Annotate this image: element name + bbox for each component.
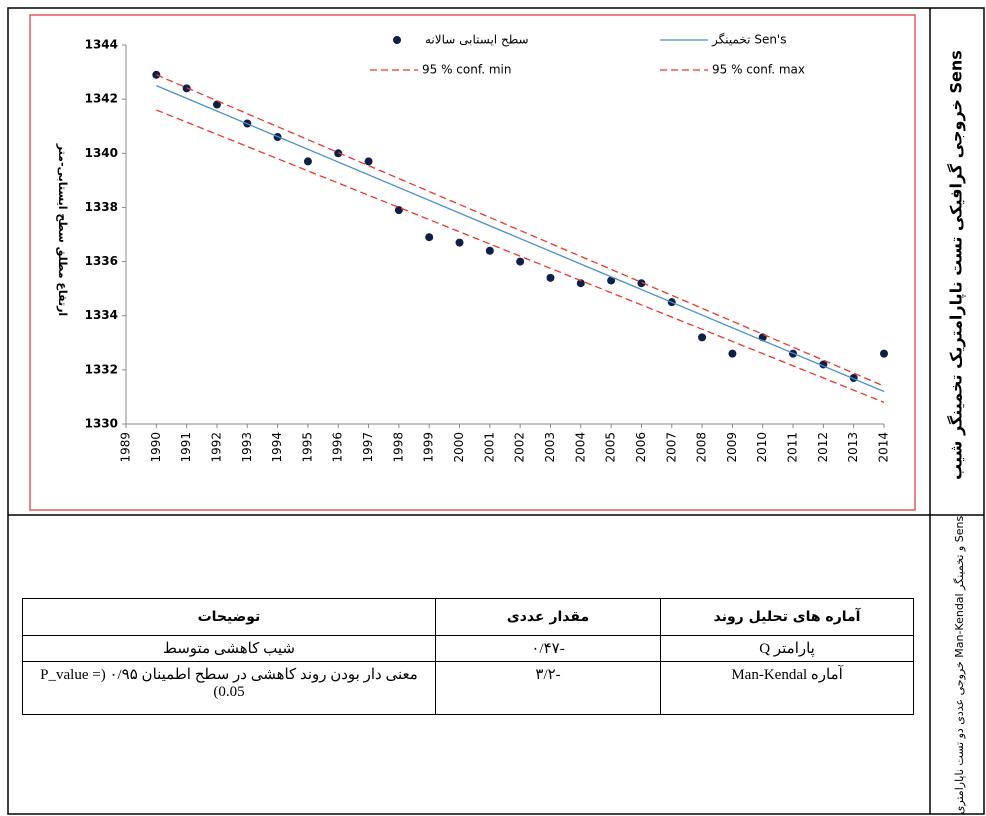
x-tick-label: 2002 <box>513 432 527 463</box>
x-tick-label: 2012 <box>816 432 830 463</box>
y-tick-label: 1336 <box>85 254 118 268</box>
trend-line <box>156 109 885 403</box>
x-tick-label: 2014 <box>877 432 891 463</box>
side-label: خروجی عددی دو تست ناپارامتری Man-Kendal … <box>953 516 966 815</box>
x-tick-label: 2006 <box>634 432 648 463</box>
data-point <box>425 233 434 242</box>
x-tick-label: 2013 <box>846 432 860 463</box>
data-point <box>576 279 585 288</box>
x-tick-label: 2003 <box>543 432 557 463</box>
data-point <box>880 349 888 358</box>
x-tick-label: 1998 <box>391 432 405 463</box>
x-tick-label: 1994 <box>270 432 284 463</box>
data-point <box>607 276 616 285</box>
trend-line <box>156 74 885 387</box>
legend-label: تخمینگر Sen's <box>711 33 787 48</box>
table-row: پارامتر Q -۰/۴۷ شیب کاهشی متوسط <box>22 635 914 662</box>
trend-line <box>156 85 885 393</box>
header-cell: مقدار عددی <box>434 598 662 636</box>
data-point <box>516 257 525 266</box>
y-tick-label: 1338 <box>85 200 118 214</box>
data-point <box>485 246 494 255</box>
y-tick-label: 1340 <box>85 146 118 160</box>
x-tick-label: 2005 <box>604 432 618 463</box>
legend-marker <box>393 36 401 44</box>
x-tick-label: 2011 <box>786 432 800 463</box>
header-row: آماره های تحلیل روند مقدار عددی توضیحات <box>22 598 914 636</box>
x-tick-label: 2008 <box>695 432 709 463</box>
stats-table: آماره های تحلیل روند مقدار عددی توضیحات پار… <box>22 598 914 715</box>
table-cell: پارامتر Q <box>660 635 914 662</box>
x-tick-label: 1992 <box>209 432 223 463</box>
x-tick-label: 1989 <box>119 432 133 463</box>
x-tick-label: 1991 <box>179 432 193 463</box>
table-cell: -۳/۲ <box>434 661 662 715</box>
table-cell: شیب کاهشی متوسط <box>22 635 436 662</box>
x-tick-label: 2001 <box>482 432 496 463</box>
y-tick-label: 1344 <box>85 38 118 52</box>
legend-label: 95 % conf. max <box>712 63 805 77</box>
x-tick-label: 1993 <box>240 432 254 463</box>
y-tick-label: 1332 <box>85 362 118 376</box>
data-point <box>637 279 646 288</box>
x-tick-label: 2007 <box>664 432 678 463</box>
x-tick-label: 2009 <box>725 432 739 463</box>
side-label: خروجی گرافیکی تست ناپارامتریک تخمینگر شی… <box>947 50 967 480</box>
table-cell: آماره Man-Kendal <box>660 661 914 715</box>
table-cell: معنی دار بودن روند کاهشی در سطح اطمینان … <box>22 661 436 715</box>
x-tick-label: 1990 <box>149 432 163 463</box>
x-tick-label: 1996 <box>331 432 345 463</box>
data-point <box>364 157 373 166</box>
data-point <box>728 349 737 358</box>
x-tick-label: 1997 <box>361 432 375 463</box>
data-point <box>546 273 555 282</box>
data-point <box>394 206 403 215</box>
y-tick-label: 1334 <box>85 308 118 322</box>
data-point <box>303 157 312 166</box>
y-tick-label: 1330 <box>85 417 118 431</box>
y-axis-label: ارتفاع مطلق سطح ایستابی-متر <box>56 143 69 316</box>
chart-frame <box>29 14 916 511</box>
table-cell: -۰/۴۷ <box>434 635 662 662</box>
legend-label: سطح ایستابی سالانه <box>425 33 529 47</box>
data-point <box>212 100 221 109</box>
header-cell: آماره های تحلیل روند <box>660 598 914 636</box>
x-tick-label: 2000 <box>452 432 466 463</box>
data-point <box>455 238 464 247</box>
data-point <box>698 333 707 342</box>
table-row: آماره Man-Kendal -۳/۲ معنی دار بودن روند ک… <box>22 661 914 715</box>
x-tick-label: 2004 <box>573 432 587 463</box>
x-tick-label: 2010 <box>755 432 769 463</box>
x-tick-label: 1999 <box>422 432 436 463</box>
header-cell: توضیحات <box>22 598 436 636</box>
outer-border <box>7 7 985 815</box>
x-tick-label: 1995 <box>300 432 314 463</box>
legend-label: 95 % conf. min <box>422 63 511 77</box>
y-tick-label: 1342 <box>85 92 118 106</box>
